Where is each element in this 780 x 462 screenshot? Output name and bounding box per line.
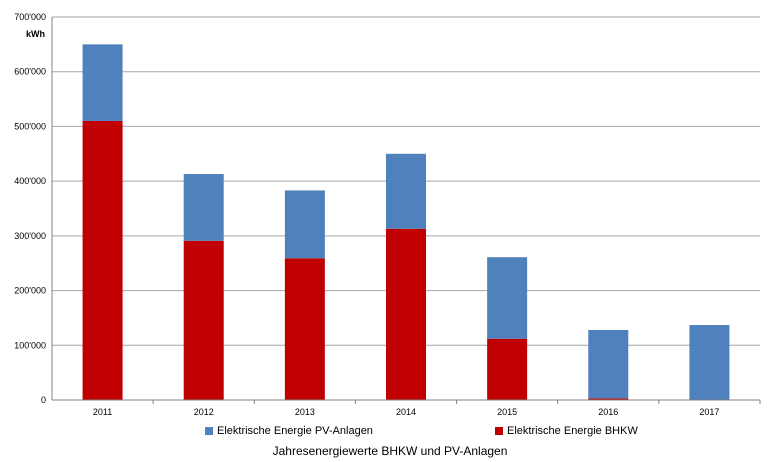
x-tick-label: 2012	[194, 407, 214, 417]
y-tick-label: 500'000	[14, 121, 46, 131]
bar-segment-bhkw-2013	[284, 258, 325, 400]
x-tick-label: 2014	[396, 407, 416, 417]
stacked-bar-chart: 0 100'000 200'000 300'000 400'000 500'000 600'…	[14, 12, 761, 417]
x-tick-label: 2016	[598, 407, 618, 417]
bar-segment-pv-2017	[689, 325, 730, 400]
bars	[82, 44, 730, 400]
chart-title: Jahresenergiewerte BHKW und PV-Anlagen	[272, 444, 508, 458]
legend-item-bhkw: Elektrische Energie BHKW	[495, 425, 638, 437]
bar-segment-pv-2011	[82, 44, 123, 121]
y-tick-label: 0	[41, 395, 46, 405]
legend-item-pv: Elektrische Energie PV-Anlagen	[205, 425, 373, 437]
y-tick-label: 400'000	[14, 176, 46, 186]
axes: 0 100'000 200'000 300'000 400'000 500'000 600'…	[14, 12, 761, 417]
y-tick-label: 100'000	[14, 340, 46, 350]
x-tick-label: 2015	[497, 407, 517, 417]
bar-segment-bhkw-2015	[487, 338, 528, 400]
legend-swatch-pv	[205, 427, 213, 435]
legend-label-pv: Elektrische Energie PV-Anlagen	[217, 425, 373, 437]
y-tick-label: 200'000	[14, 286, 46, 296]
bar-segment-pv-2014	[386, 153, 426, 229]
legend-swatch-bhkw	[495, 427, 503, 435]
bar-segment-pv-2015	[487, 257, 528, 339]
bar-segment-pv-2016	[588, 329, 629, 399]
y-unit-label: kWh	[26, 29, 45, 39]
x-tick-label: 2011	[93, 407, 112, 417]
y-tick-label: 700'000	[14, 12, 46, 22]
y-tick-label: 600'000	[14, 67, 46, 77]
legend: Elektrische Energie PV-Anlagen Elektrisc…	[0, 425, 780, 441]
bar-segment-bhkw-2014	[386, 228, 426, 400]
bar-segment-bhkw-2016	[588, 398, 629, 400]
bar-segment-bhkw-2011	[82, 120, 123, 400]
bar-segment-bhkw-2012	[183, 240, 224, 400]
x-tick-label: 2017	[699, 407, 719, 417]
y-tick-label: 300'000	[14, 231, 46, 241]
x-tick-label: 2013	[295, 407, 315, 417]
legend-label-bhkw: Elektrische Energie BHKW	[507, 425, 638, 437]
bar-segment-pv-2012	[183, 174, 224, 241]
bar-segment-pv-2013	[284, 190, 325, 259]
